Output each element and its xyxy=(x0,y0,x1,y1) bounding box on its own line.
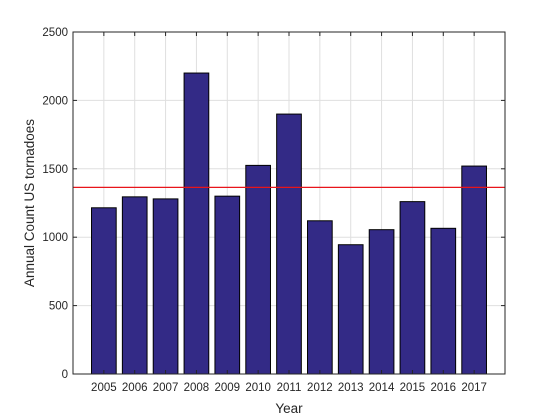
y-tick-labels: 0 500 1000 1500 2000 2500 xyxy=(42,27,68,381)
bars xyxy=(91,72,487,375)
x-axis-label: Year xyxy=(275,401,303,416)
bar-2013 xyxy=(337,244,364,375)
y-axis-label: Annual Count US tornadoes xyxy=(22,119,37,287)
bar-2012 xyxy=(307,220,333,375)
x-tick-label: 2005 xyxy=(91,382,117,394)
bar-2010 xyxy=(245,164,271,375)
x-tick-label: 2006 xyxy=(122,382,148,394)
x-tick-label: 2015 xyxy=(400,382,426,394)
bar-2014 xyxy=(368,229,395,375)
y-tick-label: 0 xyxy=(62,369,68,381)
x-tick-label: 2016 xyxy=(430,382,456,394)
x-tick-label: 2010 xyxy=(245,382,271,394)
bar-2009 xyxy=(214,195,241,375)
x-tick-label: 2011 xyxy=(277,382,302,394)
y-tick-label: 500 xyxy=(49,301,68,313)
x-tick-label: 2012 xyxy=(307,382,333,394)
x-tick-label: 2007 xyxy=(153,382,179,394)
x-tick-label: 2008 xyxy=(184,382,210,394)
y-tick-label: 1500 xyxy=(42,164,68,176)
bar-2016 xyxy=(430,227,457,375)
x-tick-labels: 2005 2006 2007 2008 2009 2010 2011 2012 2013 2014… xyxy=(91,382,487,394)
x-tick-label: 2014 xyxy=(369,382,395,394)
bar-2006 xyxy=(121,196,148,375)
y-tick-label: 2000 xyxy=(42,95,68,107)
x-tick-label: 2009 xyxy=(214,382,240,394)
bar-2005 xyxy=(91,207,117,375)
bar-2007 xyxy=(152,198,179,375)
y-tick-label: 1000 xyxy=(42,232,68,244)
x-tick-label: 2017 xyxy=(461,382,487,394)
bar-2015 xyxy=(399,201,426,375)
bar-2008 xyxy=(183,72,210,375)
x-tick-label: 2013 xyxy=(338,382,364,394)
bar-2017 xyxy=(461,165,487,375)
bar-2011 xyxy=(276,113,302,375)
axes xyxy=(72,31,506,375)
y-tick-label: 2500 xyxy=(42,27,68,39)
